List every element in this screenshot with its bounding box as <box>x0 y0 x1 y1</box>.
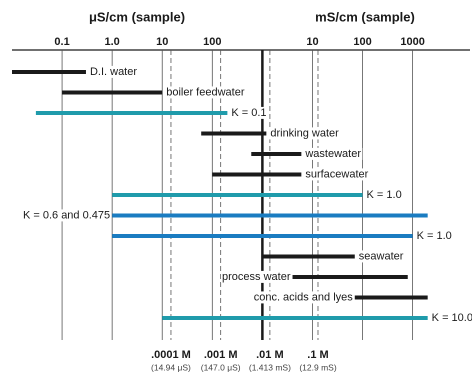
range-label: surfacewater <box>305 168 368 180</box>
range-label: K = 0.6 and 0.475 <box>23 209 110 221</box>
range-label: D.I. water <box>90 66 137 78</box>
concentration-label: .01 M <box>256 349 284 361</box>
range-label: conc. acids and lyes <box>254 291 354 303</box>
label-background <box>304 168 370 181</box>
axis-title: μS/cm (sample) <box>89 9 185 24</box>
x-tick-label: 100 <box>203 36 221 48</box>
label-background <box>88 65 139 78</box>
range-label: wastewater <box>304 148 361 160</box>
concentration-note: (12.9 mS) <box>299 362 336 372</box>
x-tick-label: 0.1 <box>54 36 69 48</box>
label-background <box>252 291 355 304</box>
label-background <box>365 188 403 201</box>
x-tick-label: 10 <box>306 36 318 48</box>
axis-title: mS/cm (sample) <box>315 9 415 24</box>
concentration-label: .1 M <box>307 349 328 361</box>
concentration-label: .001 M <box>204 349 238 361</box>
label-background <box>269 127 341 140</box>
range-label: K = 1.0 <box>417 230 452 242</box>
label-background <box>230 106 268 119</box>
concentration-note: (1.413 mS) <box>249 362 291 372</box>
range-label: boiler feedwater <box>166 86 245 98</box>
label-background <box>357 250 405 263</box>
range-label: seawater <box>359 250 404 262</box>
concentration-label: .0001 M <box>151 349 191 361</box>
label-background <box>303 147 363 160</box>
range-label: drinking water <box>270 127 339 139</box>
range-label: K = 1.0 <box>367 189 402 201</box>
x-tick-label: 1.0 <box>105 36 120 48</box>
x-tick-label: 1000 <box>400 36 424 48</box>
range-label: K = 0.1 <box>231 107 266 119</box>
x-tick-label: 10 <box>156 36 168 48</box>
range-label: process water <box>222 271 291 283</box>
concentration-note: (14.94 μS) <box>151 362 191 372</box>
label-background <box>430 311 472 324</box>
label-background <box>221 270 292 283</box>
range-label: K = 10.0 <box>432 312 472 324</box>
concentration-note: (147.0 μS) <box>201 362 241 372</box>
x-tick-label: 100 <box>353 36 371 48</box>
label-background <box>415 229 453 242</box>
label-background <box>165 86 246 99</box>
label-background <box>21 209 112 222</box>
